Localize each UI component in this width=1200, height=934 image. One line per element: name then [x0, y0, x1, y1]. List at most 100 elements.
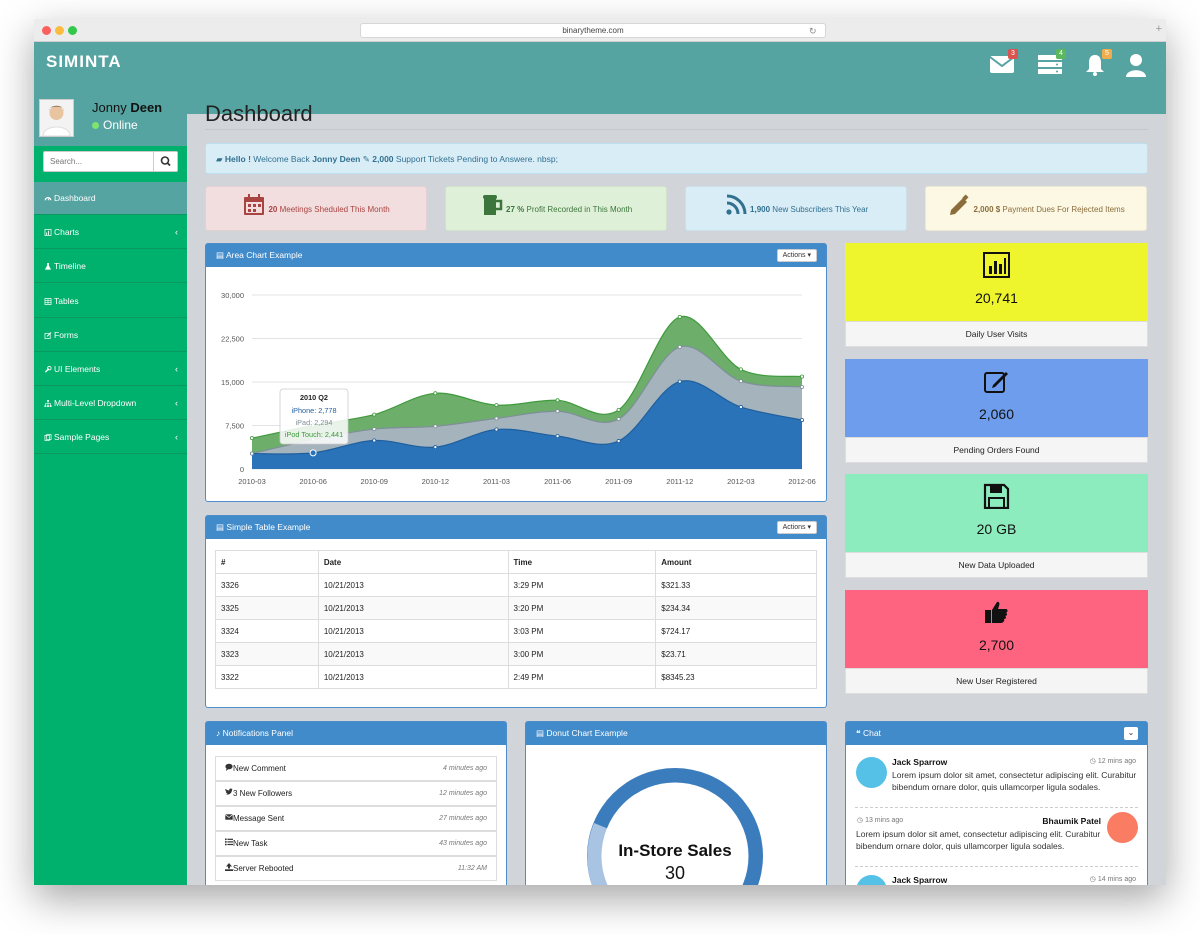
table-header-cell[interactable]: Amount [655, 550, 817, 574]
alerts-button[interactable]: 5 [1083, 49, 1112, 77]
summary-tile-value: 20 GB [976, 521, 1017, 537]
tooltip-title: 2010 Q2 [300, 393, 328, 402]
sidebar-item-tables[interactable]: Tables [34, 285, 187, 318]
summary-tile-1: 2,060 Pending Orders Found [845, 358, 1148, 463]
stat-alert-0: 20 Meetings Sheduled This Month [205, 186, 427, 231]
data-point[interactable] [433, 424, 438, 429]
chat-sender: Jack Sparrow [892, 757, 948, 767]
notification-item[interactable]: Message Sent 27 minutes ago [215, 806, 497, 831]
sidebar-item-forms[interactable]: Forms [34, 319, 187, 352]
clock-icon: ◷ [1089, 758, 1098, 765]
table-header-cell[interactable]: # [215, 550, 319, 574]
donut-chart: In-Store Sales 30 [587, 768, 763, 885]
area-actions-label: Actions [782, 252, 806, 259]
data-point[interactable] [677, 314, 682, 319]
data-point[interactable] [555, 434, 560, 439]
data-point[interactable] [616, 407, 621, 412]
sidebar-item-charts[interactable]: Charts ‹ [34, 216, 187, 250]
table-actions-button[interactable]: Actions ▾ [776, 521, 817, 534]
notifications-panel: ♪ Notifications Panel New Comment 4 minut… [205, 721, 507, 885]
data-point[interactable] [250, 436, 255, 441]
sidebar-item-label: Forms [54, 329, 79, 340]
data-point[interactable] [372, 412, 377, 417]
data-point[interactable] [677, 379, 682, 384]
user-name: Jonny Deen [92, 100, 162, 115]
stat-text: New Subscribers This Year [770, 205, 869, 214]
notification-time: 4 minutes ago [443, 765, 487, 772]
sitemap-icon [44, 400, 52, 408]
new-tab-icon[interactable]: + [1155, 23, 1162, 35]
notification-item[interactable]: New Comment 4 minutes ago [215, 756, 497, 781]
bar-chart-icon: ▤ [216, 250, 225, 260]
data-point[interactable] [494, 416, 499, 421]
address-bar[interactable]: binarytheme.com ↻ [360, 23, 826, 38]
data-point[interactable] [800, 374, 805, 379]
minimize-window-icon[interactable] [55, 26, 64, 35]
data-point[interactable] [494, 403, 499, 408]
data-point[interactable] [616, 417, 621, 422]
search-input[interactable] [44, 152, 154, 171]
table-icon [44, 297, 52, 305]
sidebar-item-multi-level-dropdown[interactable]: Multi-Level Dropdown ‹ [34, 387, 187, 421]
tasks-button[interactable]: 4 [1037, 49, 1066, 77]
data-point[interactable] [738, 379, 743, 384]
data-point[interactable] [677, 344, 682, 349]
data-point[interactable] [738, 405, 743, 410]
welcome-alert: ▰ Hello ! Welcome Back Jonny Deen ✎ 2,00… [205, 143, 1148, 174]
comment-icon [225, 763, 233, 771]
area-chart: 30,000 22,500 15,000 7,500 0 2010-03 2010-06 20… [221, 291, 816, 486]
table-header-cell[interactable]: Time [507, 550, 657, 574]
stat-number: 2,000 $ [971, 205, 1001, 214]
maximize-window-icon[interactable] [68, 26, 77, 35]
summary-tile-label[interactable]: New Data Uploaded [845, 552, 1148, 578]
notification-label: 3 New Followers [233, 789, 293, 798]
summary-tile-label[interactable]: Pending Orders Found [845, 436, 1148, 463]
messages-button[interactable]: 3 [989, 49, 1018, 77]
data-point[interactable] [738, 367, 743, 372]
chat-avatar [856, 875, 887, 885]
user-status-text: Online [103, 118, 138, 132]
reload-icon[interactable]: ↻ [809, 26, 817, 36]
summary-tile-body: 20,741 [845, 243, 1148, 321]
data-point[interactable] [372, 427, 377, 432]
summary-tile-label[interactable]: Daily User Visits [845, 321, 1148, 347]
data-point[interactable] [555, 398, 560, 403]
search-button[interactable] [153, 152, 177, 171]
notification-item[interactable]: New Task 43 minutes ago [215, 831, 497, 856]
chevron-left-icon: ‹ [175, 364, 178, 374]
data-point[interactable] [800, 384, 805, 389]
notification-label: New Task [233, 839, 268, 848]
brand-logo[interactable]: SIMINTA [46, 52, 122, 71]
area-actions-button[interactable]: Actions ▾ [776, 249, 817, 262]
sidebar-item-dashboard[interactable]: Dashboard [34, 182, 187, 215]
table-header-cell[interactable]: Date [317, 550, 509, 574]
messages-badge: 3 [1008, 49, 1018, 59]
close-window-icon[interactable] [42, 26, 51, 35]
sidebar-item-ui-elements[interactable]: UI Elements ‹ [34, 353, 187, 386]
data-point[interactable] [555, 409, 560, 414]
data-point[interactable] [616, 439, 621, 444]
chat-toggle-button[interactable]: ⌄ [1124, 727, 1138, 740]
sidebar-item-sample-pages[interactable]: Sample Pages ‹ [34, 421, 187, 455]
data-point[interactable] [494, 427, 499, 432]
simple-table: # Date Time Amount 3326 10/21/2013 3:29 PM $32… [215, 550, 817, 689]
sidebar-item-label: UI Elements [54, 364, 101, 374]
tasks-icon [225, 838, 233, 846]
notification-item[interactable]: Server Rebooted 11:32 AM [215, 856, 497, 881]
data-point[interactable] [250, 451, 255, 456]
chat-sender: Jack Sparrow [892, 875, 948, 885]
notification-item[interactable]: 3 New Followers 12 minutes ago [215, 781, 497, 806]
donut-center-value: 30 [665, 863, 685, 883]
data-point[interactable] [800, 418, 805, 423]
table-cell: 10/21/2013 [317, 573, 509, 597]
data-point[interactable] [372, 438, 377, 443]
sidebar-item-label: Sample Pages [54, 432, 110, 443]
donut-panel: ▤ Donut Chart Example In-Store Sales 30 [525, 721, 827, 885]
data-point[interactable] [433, 445, 438, 450]
sidebar-item-timeline[interactable]: Timeline [34, 250, 187, 284]
user-last-name: Deen [130, 100, 163, 115]
user-menu-button[interactable] [1125, 53, 1151, 77]
summary-tile-label[interactable]: New User Registered [845, 667, 1148, 694]
highlighted-data-point[interactable] [309, 449, 317, 457]
data-point[interactable] [433, 391, 438, 396]
